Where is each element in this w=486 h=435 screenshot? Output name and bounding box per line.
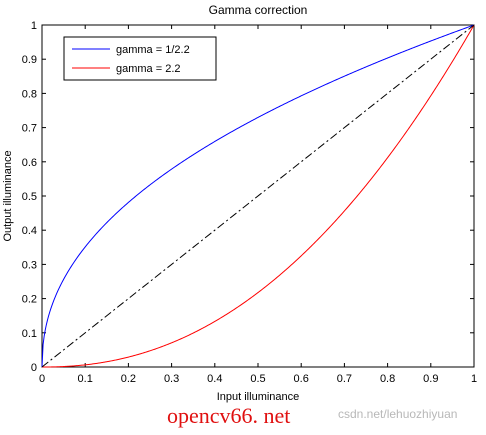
series-line-gamma-1-2.2 — [41, 24, 475, 368]
x-tick-label: 0.4 — [207, 373, 222, 385]
series-line-identity-reference — [41, 24, 475, 368]
x-tick-label: 0.6 — [294, 373, 309, 385]
x-tick-label: 1 — [471, 373, 477, 385]
y-tick-label: 0.9 — [22, 54, 37, 66]
y-tick-label: 0.6 — [22, 157, 37, 169]
x-tick-label: 0.7 — [337, 373, 352, 385]
legend-box — [63, 36, 217, 81]
watermark-main: opencv66. net — [167, 403, 290, 428]
series-layer — [41, 24, 475, 368]
y-axis-label: Output illuminance — [2, 150, 14, 241]
x-axis-label: Input illuminance — [217, 391, 300, 403]
x-tick-label: 0.2 — [121, 373, 136, 385]
y-tick-label: 0.5 — [22, 191, 37, 203]
x-tick-label: 0 — [39, 373, 45, 385]
x-tick-label: 0.1 — [78, 373, 93, 385]
y-tick-label: 0.1 — [22, 328, 37, 340]
y-tick-label: 0.7 — [22, 123, 37, 135]
x-tick-label: 0.9 — [423, 373, 438, 385]
y-tick-label: 0.3 — [22, 259, 37, 271]
y-tick-label: 0.8 — [22, 88, 37, 100]
legend-label-gamma-1-2.2: gamma = 1/2.2 — [116, 44, 190, 56]
legend-label-gamma-2.2: gamma = 2.2 — [116, 63, 181, 75]
watermark-url: csdn.net/lehuozhiyuan — [338, 407, 457, 421]
series-line-gamma-2.2 — [42, 24, 475, 368]
axis-tick-labels: 0 0.1 0.2 0.3 0.4 0.5 0.6 0.7 0.8 0.9 1 0 0.1 0.2 0.3 0… — [22, 20, 477, 385]
y-tick-label: 0.4 — [22, 225, 37, 237]
y-tick-label: 1 — [31, 20, 37, 32]
x-tick-label: 0.8 — [380, 373, 395, 385]
y-tick-label: 0 — [31, 362, 37, 374]
x-tick-label: 0.5 — [250, 373, 265, 385]
y-tick-label: 0.2 — [22, 294, 37, 306]
legend: gamma = 1/2.2 gamma = 2.2 — [63, 36, 217, 81]
chart-title: Gamma correction — [209, 3, 308, 17]
x-tick-label: 0.3 — [164, 373, 179, 385]
